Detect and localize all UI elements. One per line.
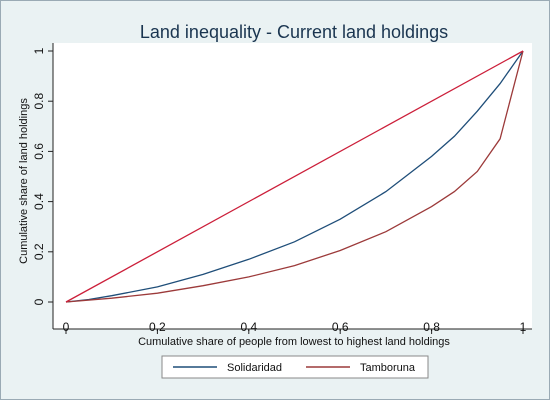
plot-area [53, 43, 532, 329]
y-axis-label: Cumulative share of land holdings [18, 98, 30, 264]
series-line-tamboruna [65, 50, 524, 303]
y-tick-label: 0 [32, 298, 46, 305]
y-tick-label: 0.6 [32, 143, 46, 160]
y-tick-label: 0.4 [32, 193, 46, 210]
y-tick-label: 0.2 [32, 243, 46, 260]
legend-label-solidaridad: Solidaridad [227, 362, 282, 374]
axes: 0 0.2 0.4 0.6 0.8 1 0 0.2 0.4 0.6 0.8 1 [32, 43, 532, 334]
series-layer [65, 50, 524, 303]
y-tick-label: 0.8 [32, 93, 46, 110]
x-tick-label: 0.2 [149, 320, 166, 334]
chart-title: Land inequality - Current land holdings [140, 22, 448, 42]
series-line-solidaridad [65, 50, 524, 303]
x-tick-label: 0.8 [423, 320, 440, 334]
legend: Solidaridad Tamboruna [161, 355, 429, 379]
x-tick-label: 0 [63, 320, 70, 334]
x-tick-label: 0.4 [240, 320, 257, 334]
legend-label-tamboruna: Tamboruna [360, 362, 416, 374]
y-tick-label: 1 [32, 47, 46, 54]
legend-box [161, 355, 429, 379]
x-tick-label: 0.6 [332, 320, 349, 334]
x-axis-label: Cumulative share of people from lowest t… [138, 336, 450, 348]
x-tick-label: 1 [520, 320, 527, 334]
equality-line [65, 50, 524, 303]
